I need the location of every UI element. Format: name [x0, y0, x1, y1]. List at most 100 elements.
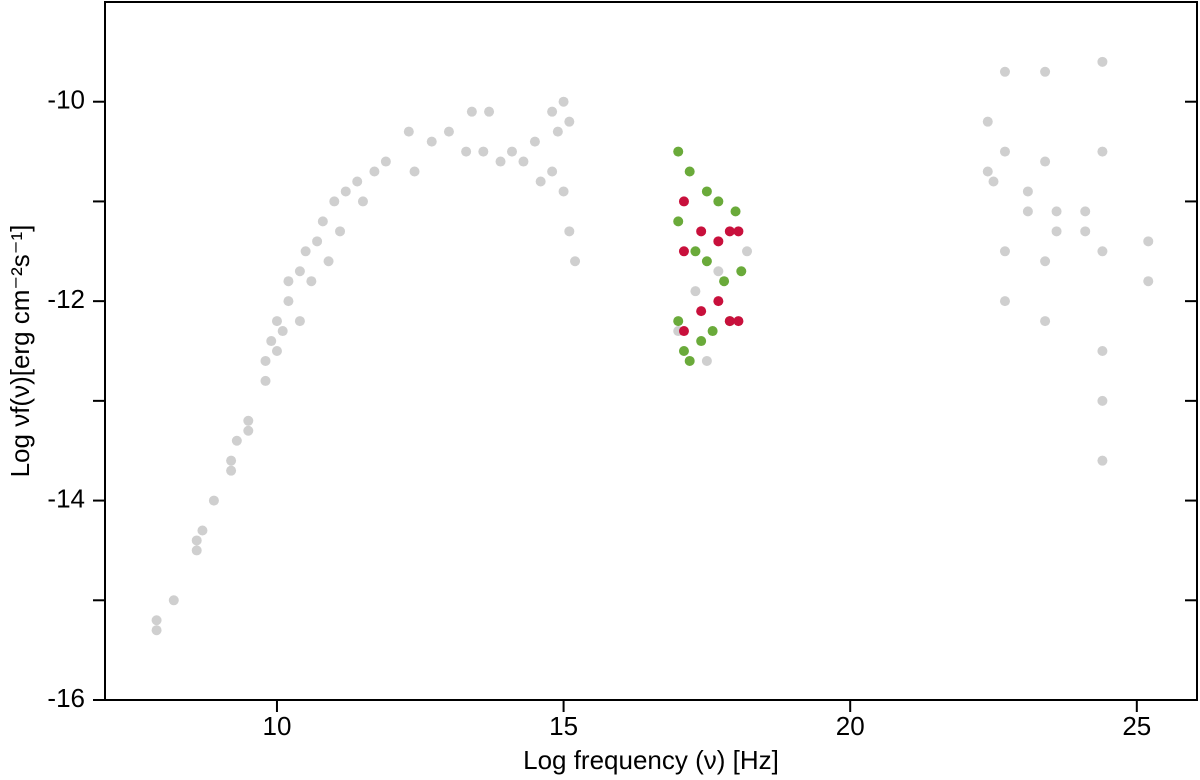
data-point — [231, 435, 242, 446]
data-point — [271, 316, 282, 327]
data-point — [466, 106, 477, 117]
data-point — [730, 206, 741, 217]
data-point — [335, 226, 346, 237]
data-point — [1097, 146, 1108, 157]
data-point — [197, 525, 208, 536]
data-point — [673, 146, 684, 157]
data-point — [478, 146, 489, 157]
data-point — [564, 226, 575, 237]
data-point — [673, 316, 684, 327]
data-point — [426, 136, 437, 147]
data-point — [999, 296, 1010, 307]
data-point — [1040, 66, 1051, 77]
data-point — [380, 156, 391, 167]
data-point — [403, 126, 414, 137]
data-point — [260, 355, 271, 366]
data-point — [208, 495, 219, 506]
data-point — [357, 196, 368, 207]
x-axis-label: Log frequency (ν) [Hz] — [523, 745, 779, 775]
data-point — [226, 455, 237, 466]
data-point — [283, 276, 294, 287]
x-tick-label: 10 — [263, 711, 292, 741]
data-point — [191, 535, 202, 546]
data-point — [713, 236, 724, 247]
data-point — [707, 326, 718, 337]
data-point — [982, 166, 993, 177]
data-point — [1097, 246, 1108, 257]
data-point — [733, 226, 744, 237]
data-point — [1040, 156, 1051, 167]
data-point — [570, 256, 581, 267]
data-point — [547, 166, 558, 177]
x-tick-label: 25 — [1122, 711, 1151, 741]
data-point — [312, 236, 323, 247]
data-point — [151, 615, 162, 626]
y-axis-label: Log νf(ν)[erg cm⁻²s⁻¹] — [5, 225, 35, 478]
data-point — [713, 196, 724, 207]
data-point — [564, 116, 575, 127]
data-point — [409, 166, 420, 177]
data-point — [736, 266, 747, 277]
data-point — [340, 186, 351, 197]
data-point — [988, 176, 999, 187]
data-point — [1143, 276, 1154, 287]
data-point — [724, 226, 735, 237]
data-point — [191, 545, 202, 556]
data-point — [151, 625, 162, 636]
data-point — [1097, 455, 1108, 466]
data-point — [1143, 236, 1154, 247]
data-point — [1051, 206, 1062, 217]
data-point — [306, 276, 317, 287]
y-tick-label: -16 — [47, 683, 85, 713]
data-point — [690, 286, 701, 297]
data-point — [484, 106, 495, 117]
data-point — [266, 336, 277, 347]
data-point — [518, 156, 529, 167]
data-point — [558, 96, 569, 107]
data-point — [535, 176, 546, 187]
data-point — [701, 256, 712, 267]
data-point — [678, 246, 689, 257]
data-point — [243, 415, 254, 426]
data-point — [690, 246, 701, 257]
data-point — [277, 326, 288, 337]
data-point — [1097, 346, 1108, 356]
data-point — [271, 346, 282, 356]
data-point — [323, 256, 334, 267]
data-point — [1080, 226, 1091, 237]
x-tick-label: 15 — [549, 711, 578, 741]
data-point — [283, 296, 294, 307]
data-point — [696, 226, 707, 237]
data-point — [696, 336, 707, 347]
data-point — [226, 465, 237, 476]
data-point — [243, 425, 254, 436]
data-point — [1080, 206, 1091, 217]
data-point — [529, 136, 540, 147]
data-point — [1022, 206, 1033, 217]
data-point — [558, 186, 569, 197]
data-point — [1051, 226, 1062, 237]
data-point — [724, 316, 735, 327]
data-point — [684, 166, 695, 177]
plot-frame — [104, 1, 1198, 701]
data-point — [999, 66, 1010, 77]
data-point — [552, 126, 563, 137]
data-point — [733, 316, 744, 327]
data-point — [696, 306, 707, 317]
data-point — [495, 156, 506, 167]
data-point — [701, 186, 712, 197]
data-point — [294, 316, 305, 327]
data-point — [678, 196, 689, 207]
data-point — [329, 196, 340, 207]
data-point — [673, 216, 684, 227]
y-tick-label: -10 — [47, 85, 85, 115]
data-point — [300, 246, 311, 257]
data-point — [713, 266, 724, 277]
data-point — [742, 246, 753, 257]
data-point — [719, 276, 730, 287]
data-point — [443, 126, 454, 137]
data-point — [684, 355, 695, 366]
data-point — [678, 346, 689, 356]
data-point — [999, 246, 1010, 257]
